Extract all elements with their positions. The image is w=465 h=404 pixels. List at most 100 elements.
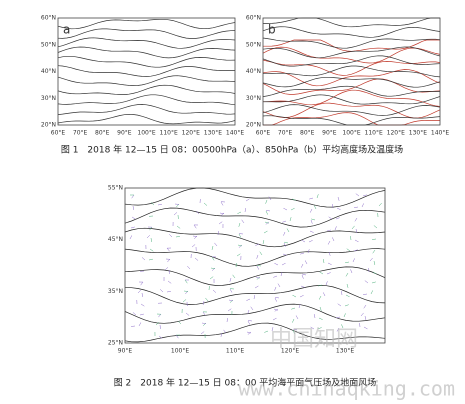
wind-arrow	[283, 208, 287, 210]
contour	[263, 66, 440, 77]
wind-arrow	[263, 240, 264, 244]
contour	[125, 188, 385, 207]
contour	[58, 104, 235, 114]
wind-arrow	[147, 235, 150, 238]
wind-arrow	[347, 284, 348, 288]
wind-arrow	[328, 241, 330, 244]
contour	[263, 77, 440, 87]
wind-arrow	[290, 217, 291, 221]
wind-arrow	[165, 267, 168, 270]
wind-arrow	[319, 296, 321, 300]
contour	[263, 38, 440, 48]
wind-arrow	[266, 211, 268, 215]
wind-arrow	[314, 205, 316, 209]
wind-arrow	[233, 275, 235, 278]
wind-arrow	[302, 274, 306, 275]
wind-arrow	[151, 238, 152, 242]
wind-arrow	[221, 202, 223, 205]
lon-label: 90°E	[118, 348, 133, 355]
wind-arrow	[287, 229, 289, 232]
lon-label: 90°E	[322, 130, 337, 137]
wind-arrow	[149, 259, 153, 260]
wind-arrow	[372, 239, 376, 240]
wind-arrow	[167, 291, 171, 292]
wind-arrow	[230, 289, 232, 292]
wind-arrow	[167, 248, 169, 251]
wind-arrow	[130, 235, 132, 239]
wind-arrow	[178, 321, 181, 324]
wind-arrow	[345, 262, 349, 263]
wind-arrow	[257, 266, 259, 270]
wind-arrow	[177, 226, 180, 228]
wind-arrow	[214, 243, 217, 246]
wind-arrow	[160, 289, 163, 292]
lon-label: 140°E	[431, 130, 449, 137]
wind-arrow	[274, 263, 278, 265]
wind-arrow	[364, 305, 366, 308]
wind-arrow	[248, 320, 252, 321]
lat-label: 55°N	[108, 185, 123, 192]
wind-arrow	[205, 298, 208, 301]
contour	[58, 95, 235, 105]
wind-arrow	[140, 314, 144, 315]
wind-arrow	[257, 265, 261, 266]
wind-arrow	[176, 236, 180, 237]
wind-arrow	[302, 240, 305, 242]
wind-arrow	[336, 317, 340, 318]
wind-arrow	[275, 298, 277, 302]
wind-arrow	[310, 209, 312, 213]
wind-arrow	[361, 313, 364, 316]
lon-label: 120°E	[387, 130, 405, 137]
wind-arrow	[311, 220, 312, 224]
contour	[125, 249, 385, 267]
contour	[263, 86, 440, 96]
wind-arrow	[353, 258, 355, 262]
wind-arrow	[169, 234, 172, 237]
wind-arrow	[336, 218, 340, 219]
wind-arrow	[201, 332, 204, 334]
map-frame	[263, 18, 440, 125]
wind-arrow	[309, 198, 313, 199]
lon-label: 60°E	[256, 130, 271, 137]
wind-arrow	[327, 273, 331, 274]
wind-arrow	[347, 249, 350, 251]
lon-label: 140°E	[226, 130, 244, 137]
wind-arrow	[185, 280, 187, 283]
wind-arrow	[301, 264, 303, 268]
panel-label: a	[63, 23, 70, 37]
wind-arrow	[183, 299, 186, 302]
contour	[125, 304, 385, 323]
wind-arrow	[365, 316, 366, 320]
wind-arrow	[248, 321, 250, 325]
wind-arrow	[364, 327, 367, 329]
wind-arrow	[341, 291, 342, 295]
wind-arrow	[230, 278, 231, 282]
wind-arrow	[264, 231, 267, 233]
wind-arrow	[186, 313, 189, 316]
contour	[58, 114, 235, 124]
wind-arrow	[309, 240, 313, 242]
wind-arrow	[291, 208, 295, 210]
wind-arrow	[218, 231, 219, 235]
wind-arrow	[132, 195, 134, 198]
lon-label: 100°E	[137, 130, 155, 137]
wind-arrow	[370, 258, 373, 261]
wind-arrow	[323, 259, 324, 263]
contour	[263, 18, 440, 27]
wind-arrow	[212, 246, 213, 250]
wind-arrow	[158, 204, 162, 205]
wind-arrow	[300, 253, 304, 254]
wind-arrow	[187, 266, 190, 269]
lon-label: 110°E	[160, 130, 178, 137]
wind-arrow	[283, 254, 287, 255]
wind-arrow	[344, 313, 346, 317]
wind-arrow	[302, 275, 303, 279]
wind-arrow	[355, 240, 359, 242]
wind-arrow	[320, 307, 321, 311]
lon-label: 60°E	[51, 130, 66, 137]
contour	[263, 27, 440, 38]
wind-arrow	[284, 242, 288, 243]
wind-arrow	[273, 276, 277, 277]
wind-arrow	[282, 263, 286, 265]
lon-label: 110°E	[226, 348, 244, 355]
